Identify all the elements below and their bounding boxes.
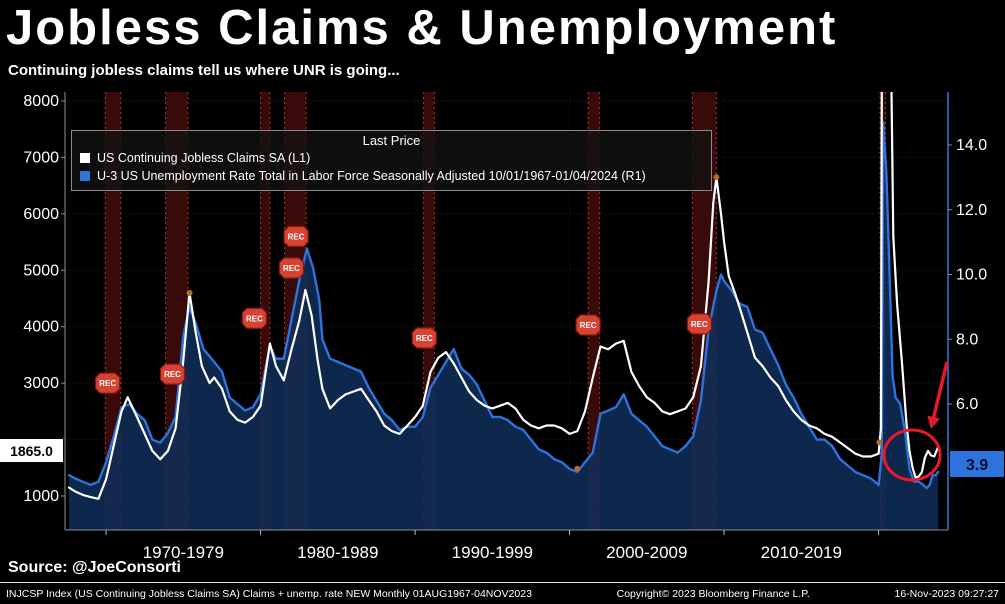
left-axis-tick-label: 4000 (23, 319, 59, 336)
unemployment-last-price-badge (950, 451, 1004, 477)
recession-badge-label: REC (99, 379, 116, 388)
footer-ticker-info: INJCSP Index (US Continuing Jobless Clai… (6, 587, 532, 600)
left-axis-tick-label: 3000 (23, 375, 59, 392)
left-axis-tick-label: 6000 (23, 206, 59, 223)
recession-badge-label: REC (416, 334, 433, 343)
legend-row-unemployment[interactable]: U-3 US Unemployment Rate Total in Labor … (80, 167, 703, 185)
recession-badge-icon (241, 307, 267, 329)
footer-datetime: 16-Nov-2023 09:27:27 (894, 587, 1000, 600)
unemployment-series-label: U-3 US Unemployment Rate Total in Labor … (97, 169, 646, 183)
data-point-marker (574, 465, 581, 472)
claims-series-label: US Continuing Jobless Claims SA (L1) (97, 151, 311, 165)
unemployment-series-swatch (80, 171, 90, 181)
left-axis-tick-label: 5000 (23, 262, 59, 279)
left-axis-tick-label: 1000 (23, 488, 59, 505)
footer-bar: INJCSP Index (US Continuing Jobless Clai… (0, 582, 1005, 604)
recession-badge-label: REC (288, 232, 305, 241)
recession-badge-label: REC (691, 320, 708, 329)
claims-series-swatch (80, 153, 90, 163)
series-layer (67, 92, 940, 530)
arrow-annotation-head (927, 415, 940, 429)
x-axis-decade-label: 1990-1999 (452, 543, 533, 562)
recession-badge-icon (686, 313, 713, 335)
recession-badge-icon (278, 257, 305, 279)
claims-last-price-value: 1865.0 (10, 443, 53, 459)
recession-badge-icon (94, 372, 121, 394)
right-axis-tick-label: 10.0 (956, 267, 987, 284)
right-axis-tick-label: 12.0 (956, 202, 987, 219)
data-point-marker (713, 174, 720, 181)
recession-badge-icon (283, 225, 309, 247)
unemployment-area (69, 122, 939, 530)
x-axis-decade-label: 1970-1979 (143, 543, 224, 562)
right-axis-tick-label: 8.0 (956, 331, 978, 348)
data-point-marker (876, 439, 883, 446)
recession-badge-label: REC (580, 321, 597, 330)
left-axis-tick-label: 7000 (23, 149, 59, 166)
footer-copyright: Copyright© 2023 Bloomberg Finance L.P. (616, 587, 810, 600)
right-axis-tick-label: 14.0 (956, 137, 987, 154)
x-axis-decade-label: 2010-2019 (761, 543, 842, 562)
source-credit: Source: @JoeConsorti (8, 559, 181, 576)
data-point-marker (186, 289, 193, 296)
recession-badge-label: REC (283, 264, 300, 273)
right-axis-tick-label: 6.0 (956, 396, 978, 413)
page-subtitle: Continuing jobless claims tell us where … (8, 62, 400, 79)
unemployment-line (67, 121, 940, 490)
x-axis-decade-label: 1980-1989 (297, 543, 378, 562)
recession-band (588, 92, 600, 530)
arrow-annotation (931, 361, 949, 421)
unemployment-last-price-value: 3.9 (966, 457, 988, 474)
left-axis-tick-label: 8000 (23, 93, 59, 110)
claims-line (67, 92, 940, 500)
recession-badge-icon (575, 314, 601, 336)
recession-band (423, 92, 435, 530)
chart-legend: Last Price US Continuing Jobless Claims … (71, 130, 712, 191)
recession-badge-icon (159, 363, 186, 385)
claims-last-price-badge (0, 439, 63, 462)
recession-badge-icon (411, 327, 437, 349)
legend-row-claims[interactable]: US Continuing Jobless Claims SA (L1) (80, 149, 703, 167)
recession-badge-label: REC (164, 370, 181, 379)
page-title: Jobless Claims & Unemployment (6, 1, 838, 55)
x-axis-decade-label: 2000-2009 (606, 543, 687, 562)
highlight-circle-annotation (882, 428, 942, 482)
recession-badge-label: REC (246, 314, 263, 323)
legend-title: Last Price (362, 133, 421, 148)
